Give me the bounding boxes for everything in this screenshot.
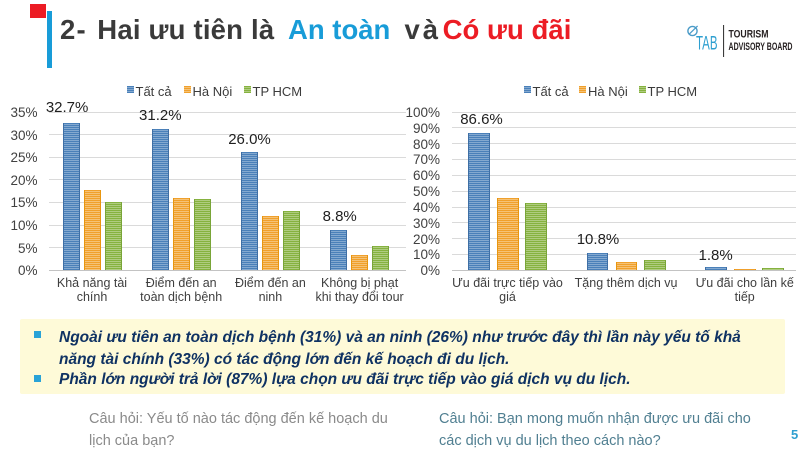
svg-text:TOURISM: TOURISM — [729, 29, 769, 41]
svg-text:TAB: TAB — [696, 34, 718, 55]
svg-text:ADVISORY BOARD: ADVISORY BOARD — [729, 41, 793, 53]
